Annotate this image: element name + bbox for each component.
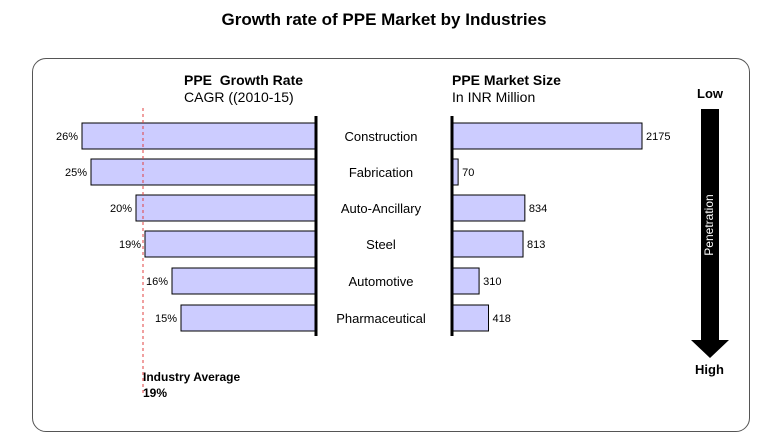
- growth-bar-steel: [144, 230, 317, 258]
- market-size-value-label: 70: [462, 167, 474, 179]
- penetration-high-label: High: [695, 362, 724, 377]
- penetration-label: Penetration: [702, 194, 716, 255]
- growth-value-label: 20%: [110, 203, 132, 215]
- growth-bar-auto-ancillary: [135, 194, 317, 222]
- category-label: Automotive: [348, 274, 413, 289]
- category-label: Pharmaceutical: [336, 311, 426, 326]
- category-label: Steel: [366, 237, 396, 252]
- growth-bar-construction: [81, 122, 317, 150]
- market-size-bar-pharmaceutical: [451, 304, 490, 332]
- left-panel-subtitle: CAGR ((2010-15): [184, 89, 294, 105]
- growth-value-label: 15%: [155, 313, 177, 325]
- category-label: Fabrication: [349, 165, 413, 180]
- market-size-bar-auto-ancillary: [451, 194, 526, 222]
- penetration-arrow-icon: [691, 109, 729, 358]
- growth-value-label: 26%: [56, 131, 78, 143]
- growth-bar-pharmaceutical: [180, 304, 317, 332]
- category-label: Auto-Ancillary: [341, 201, 422, 216]
- category-label: Construction: [345, 129, 418, 144]
- penetration-low-label: Low: [697, 86, 723, 101]
- market-size-value-label: 813: [527, 239, 545, 251]
- growth-value-label: 19%: [119, 239, 141, 251]
- market-size-value-label: 2175: [646, 131, 670, 143]
- chart-title: Growth rate of PPE Market by Industries: [221, 10, 547, 29]
- market-size-bar-steel: [451, 230, 524, 258]
- growth-bar-fabrication: [90, 158, 317, 186]
- industry-average-value: 19%: [143, 386, 167, 400]
- market-size-value-label: 310: [483, 276, 501, 288]
- market-size-bar-automotive: [451, 267, 480, 295]
- industry-average-label: Industry Average: [143, 370, 240, 384]
- growth-bar-automotive: [171, 267, 317, 295]
- growth-value-label: 16%: [146, 276, 168, 288]
- right-panel-header: PPE Market Size In INR Million: [452, 72, 561, 106]
- right-panel-subtitle: In INR Million: [452, 89, 536, 105]
- left-panel-header: PPE Growth Rate CAGR ((2010-15): [184, 72, 303, 106]
- right-panel-title: PPE Market Size: [452, 72, 561, 88]
- market-size-value-label: 418: [493, 313, 511, 325]
- left-panel-title: PPE Growth Rate: [184, 72, 304, 88]
- growth-value-label: 25%: [65, 167, 87, 179]
- market-size-bar-construction: [451, 122, 643, 150]
- market-size-value-label: 834: [529, 203, 547, 215]
